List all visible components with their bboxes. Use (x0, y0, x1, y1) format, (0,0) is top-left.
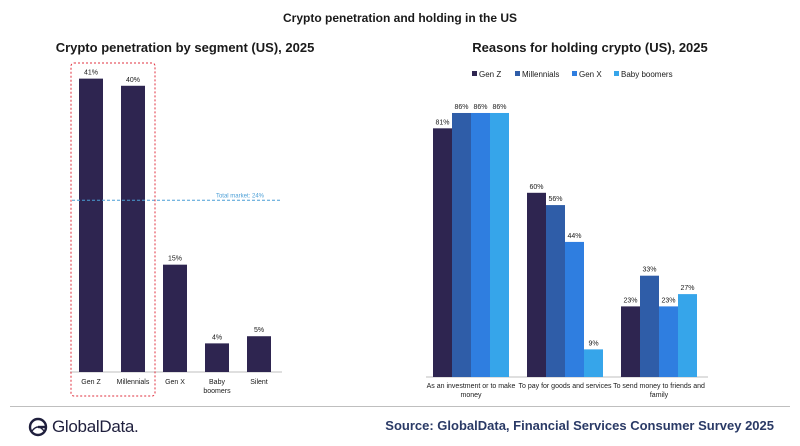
left-category-label-3: Baby (209, 379, 225, 386)
left-chart-title: Crypto penetration by segment (US), 2025 (55, 40, 315, 55)
left-bar-2 (163, 264, 187, 372)
right-bar-2-0 (621, 306, 640, 377)
legend-swatch-2 (572, 71, 577, 76)
right-bar-1-1 (546, 205, 565, 377)
right-bar-2-3 (678, 294, 697, 377)
left-category-label-4: Silent (250, 379, 268, 386)
right-category-label-2: To send money to friends and (613, 383, 705, 390)
footer-divider (10, 406, 790, 407)
total-market-label: Total market: 24% (216, 193, 265, 199)
main-title: Crypto penetration and holding in the US (283, 11, 517, 25)
left-data-label-4: 5% (254, 327, 264, 334)
right-data-label-2-1: 33% (642, 267, 656, 274)
right-data-label-0-0: 81% (435, 119, 449, 126)
legend-swatch-1 (515, 71, 520, 76)
right-category-label-1: To pay for goods and services (519, 383, 612, 390)
right-data-label-0-2: 86% (473, 104, 487, 111)
right-data-label-1-0: 60% (529, 184, 543, 191)
right-bar-2-2 (659, 306, 678, 377)
legend-label-1: Millennials (522, 70, 559, 79)
left-data-label-2: 15% (168, 256, 182, 263)
legend-label-0: Gen Z (479, 70, 501, 79)
source-note: Source: GlobalData, Financial Services C… (385, 418, 774, 433)
right-category-label-2: family (650, 392, 669, 399)
right-bar-1-2 (565, 241, 584, 377)
globaldata-logo-icon (28, 417, 48, 437)
right-data-label-1-2: 44% (567, 233, 581, 240)
right-data-label-0-3: 86% (492, 104, 506, 111)
right-data-label-2-2: 23% (661, 297, 675, 304)
left-category-label-1: Millennials (117, 379, 150, 386)
left-category-label-3: boomers (203, 388, 231, 395)
legend-swatch-3 (614, 71, 619, 76)
right-bar-1-0 (527, 192, 546, 377)
left-category-label-0: Gen Z (81, 379, 101, 386)
right-bar-0-1 (452, 112, 471, 377)
legend-label-3: Baby boomers (621, 70, 673, 79)
highlight-box (70, 62, 156, 397)
right-data-label-1-3: 9% (588, 340, 598, 347)
right-data-label-0-1: 86% (454, 104, 468, 111)
left-category-label-2: Gen X (165, 379, 185, 386)
left-bar-1 (121, 85, 145, 373)
legend-swatch-0 (472, 71, 477, 76)
left-data-label-0: 41% (84, 70, 98, 77)
right-category-label-0: As an investment or to make (427, 383, 516, 390)
legend-label-2: Gen X (579, 70, 602, 79)
right-bar-0-0 (433, 128, 452, 377)
right-data-label-1-1: 56% (548, 196, 562, 203)
logo-text: GlobalData. (52, 417, 139, 436)
right-data-label-2-3: 27% (680, 285, 694, 292)
left-data-label-1: 40% (126, 77, 140, 84)
right-bar-0-2 (471, 112, 490, 377)
right-data-label-2-0: 23% (623, 297, 637, 304)
right-bar-1-3 (584, 349, 603, 377)
left-bar-4 (247, 336, 271, 372)
right-category-label-0: money (460, 392, 482, 399)
left-bar-0 (79, 78, 103, 372)
right-chart-title: Reasons for holding crypto (US), 2025 (472, 40, 708, 55)
right-bar-0-3 (490, 112, 509, 377)
left-data-label-3: 4% (212, 334, 222, 341)
globaldata-logo: GlobalData. (28, 416, 139, 438)
left-bar-3 (205, 343, 229, 372)
right-bar-2-1 (640, 275, 659, 377)
